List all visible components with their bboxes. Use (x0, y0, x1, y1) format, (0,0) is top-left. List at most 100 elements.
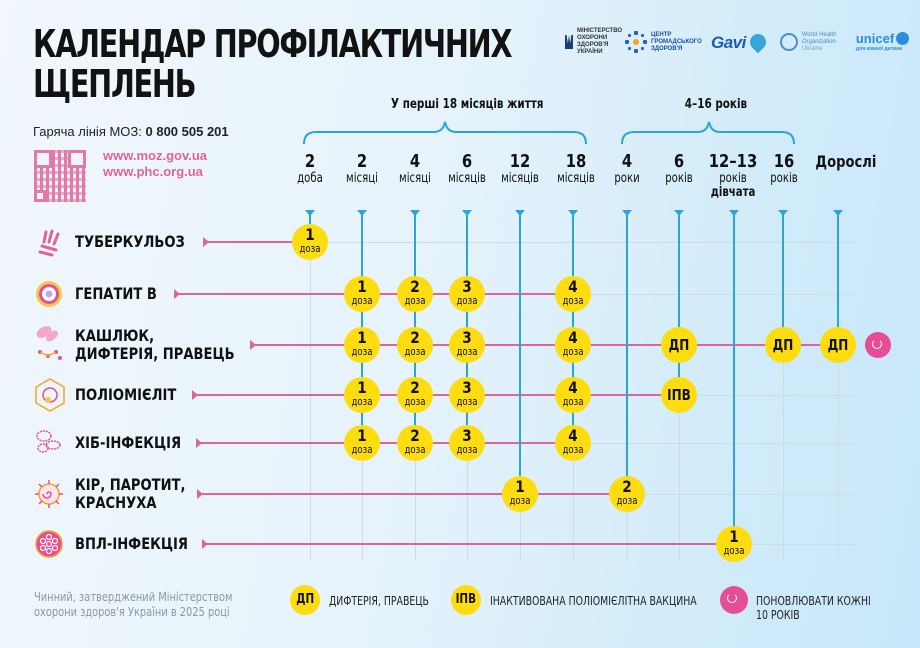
dose-polio-3: 3 доза (449, 377, 485, 413)
hepatitis-virus-icon (36, 281, 62, 307)
approval-note: Чинний, затверджений Міністерством охоро… (34, 590, 232, 620)
column-number: 18 (565, 151, 587, 172)
disease-hpv: ВПЛ-ІНФЕКЦІЯ (75, 534, 189, 553)
row-line-tuberculosis (203, 237, 295, 247)
legend-renew-line-2: 10 РОКІВ (756, 608, 800, 622)
column-18-months: 18 місяців (546, 152, 606, 186)
hpv-virus-icon (35, 530, 63, 558)
grid-line (783, 215, 784, 560)
column-6-months: 6 місяців (437, 152, 497, 186)
column-16-years: 16 років (754, 152, 814, 186)
group-label-first-18-months: У перші 18 місяців життя (391, 97, 544, 112)
dose-mmr-2: 2 доза (609, 476, 645, 512)
column-12-13-years-girls: 12–13 років дівчата (703, 152, 763, 200)
approval-note-line-1: Чинний, затверджений Міністерством (34, 590, 233, 604)
column-unit: місяців (557, 171, 595, 186)
dose-polio-ipv-6y: ІПВ (661, 377, 697, 413)
column-12-months: 12 місяців (490, 152, 550, 186)
moz-logo: МІНІСТЕРСТВО ОХОРОНИ ЗДОРОВ'Я УКРАЇНИ (565, 28, 623, 56)
renew-every-10-years-icon (865, 332, 891, 358)
dose-hib-4: 4 доза (555, 425, 591, 461)
column-unit: місяців (501, 171, 539, 186)
unicef-logo: unicef для кожної дитини (856, 31, 910, 53)
dose-hib-1: 1 доза (344, 425, 380, 461)
dose-dtp-2: 2 доза (397, 327, 433, 363)
dose-dtp-3: 3 доза (449, 327, 485, 363)
hotline: Гаряча лінія МОЗ: 0 800 505 201 (33, 124, 229, 139)
moz-website-link[interactable]: www.moz.gov.ua (103, 148, 208, 163)
dose-polio-4: 4 доза (555, 377, 591, 413)
column-unit: років (770, 171, 798, 186)
legend-ipv-badge: ІПВ (451, 585, 481, 615)
legend-renew-text: ПОНОВЛЮВАТИ КОЖНІ 10 РОКІВ (756, 594, 871, 622)
column-line-16-years (778, 210, 788, 345)
row-line-mmr (197, 489, 627, 499)
group-label-4-16-years: 4–16 років (684, 97, 748, 112)
brace-4-16-years (621, 121, 795, 145)
column-unit: років (719, 171, 747, 186)
dose-dtp-dp-6y: ДП (661, 327, 697, 363)
moz-logo-text: МІНІСТЕРСТВО ОХОРОНИ ЗДОРОВ'Я УКРАЇНИ (577, 28, 623, 55)
dose-polio-1: 1 доза (344, 377, 380, 413)
column-number: 12 (509, 151, 531, 172)
disease-polio: ПОЛІОМІЄЛІТ (75, 385, 177, 404)
column-number: 6 (673, 151, 685, 172)
cgz-logo: ЦЕНТР ГРОМАДСЬКОГО ЗДОРОВ'Я (625, 31, 702, 53)
row-line-dtp (250, 340, 840, 350)
dose-hib-2: 2 доза (397, 425, 433, 461)
disease-tuberculosis: ТУБЕРКУЛЬОЗ (75, 232, 185, 251)
who-globe-icon (779, 33, 798, 51)
who-logo-sub: Ukraine (801, 45, 823, 52)
column-line-adults (833, 210, 843, 345)
bacteria-rods-icon (38, 229, 60, 257)
dose-dtp-1: 1 доза (344, 327, 380, 363)
grid-line (838, 215, 839, 560)
column-number: 4 (621, 151, 633, 172)
column-number: 12–13 (708, 151, 758, 172)
hotline-number: 0 800 505 201 (145, 124, 229, 139)
dose-hepb-2: 2 доза (397, 276, 433, 312)
trident-icon (565, 35, 573, 49)
dose-hib-3: 3 доза (449, 425, 485, 461)
disease-name-line-1: КАШЛЮК, (75, 326, 155, 345)
phc-website-link[interactable]: www.phc.org.ua (103, 164, 203, 179)
column-4-years: 4 роки (597, 152, 657, 186)
cgz-mark-icon (625, 31, 647, 53)
gavi-drop-icon (746, 30, 770, 54)
column-label: Дорослі (815, 152, 877, 171)
measles-virus-icon (35, 480, 63, 508)
column-unit: місяців (448, 171, 486, 186)
disease-hepatitis-b: ГЕПАТИТ В (75, 284, 157, 303)
cgz-logo-text: ЦЕНТР ГРОМАДСЬКОГО ЗДОРОВ'Я (651, 31, 702, 52)
qr-code-icon[interactable] (34, 150, 86, 202)
row-line-hpv (202, 539, 734, 549)
partner-logos: МІНІСТЕРСТВО ОХОРОНИ ЗДОРОВ'Я УКРАЇНИ ЦЕ… (565, 24, 910, 60)
row-line-polio (192, 390, 680, 400)
pertussis-bacteria-icon (36, 326, 62, 360)
disease-hib: ХІБ-ІНФЕКЦІЯ (75, 433, 182, 452)
column-unit: років (665, 171, 693, 186)
title-line-1: КАЛЕНДАР ПРОФІЛАКТИЧНИХ (33, 22, 513, 66)
column-line-12-months (515, 210, 525, 494)
column-number: 2 (356, 151, 368, 172)
brace-first-18-months (303, 121, 587, 145)
dose-dtp-dp-16y: ДП (765, 327, 801, 363)
column-number: 16 (773, 151, 795, 172)
disease-name-line-2: КРАСНУХА (75, 493, 157, 512)
approval-note-line-2: охорони здоров'я України в 2025 році (34, 605, 230, 619)
page-title: КАЛЕНДАР ПРОФІЛАКТИЧНИХ ЩЕПЛЕНЬ (33, 22, 513, 106)
column-number: 4 (409, 151, 421, 172)
column-line-4-years (622, 210, 632, 494)
disease-name-line-2: ДИФТЕРІЯ, ПРАВЕЦЬ (75, 344, 235, 363)
grid-line (300, 242, 856, 243)
dose-polio-2: 2 доза (397, 377, 433, 413)
dose-dtp-4: 4 доза (555, 327, 591, 363)
legend-dp-text: ДИФТЕРІЯ, ПРАВЕЦЬ (329, 594, 429, 608)
dose-hepb-4: 4 доза (555, 276, 591, 312)
column-line-12-13-years (729, 210, 739, 544)
gavi-logo-text: Gavi (711, 32, 746, 52)
title-line-2: ЩЕПЛЕНЬ (33, 62, 197, 106)
disease-name-line-1: КІР, ПАРОТИТ, (75, 475, 186, 494)
column-2-days: 2 доба (280, 152, 340, 186)
dose-hepb-3: 3 доза (449, 276, 485, 312)
